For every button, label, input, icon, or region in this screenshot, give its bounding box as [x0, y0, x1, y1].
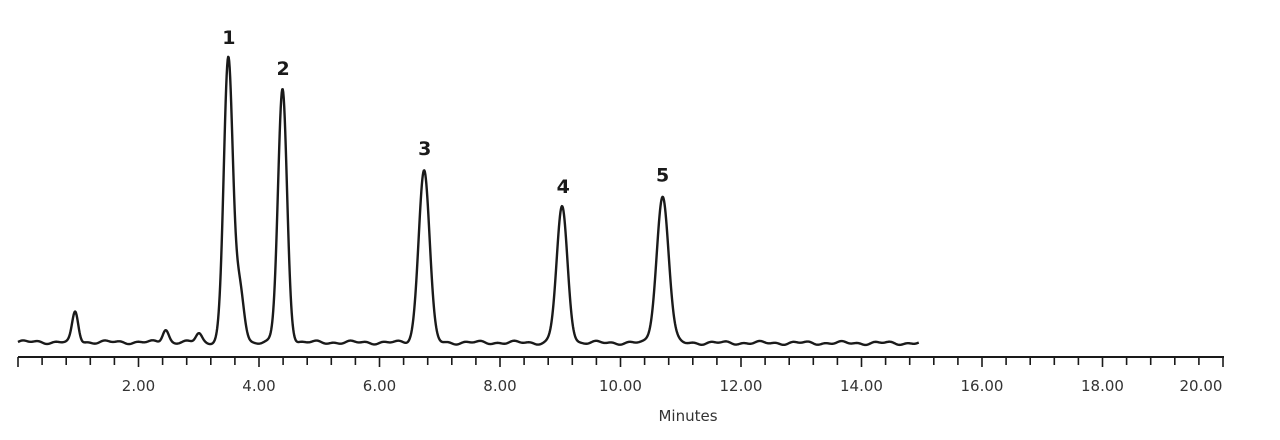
x-tick-label: 18.00: [1081, 377, 1124, 395]
peak-label: 1: [222, 27, 235, 49]
x-tick-label: 4.00: [242, 377, 275, 395]
x-tick-label: 2.00: [122, 377, 155, 395]
peak-label: 3: [418, 138, 431, 160]
x-tick-label: 10.00: [599, 377, 642, 395]
peak-label: 4: [557, 176, 570, 198]
x-axis-title: Minutes: [658, 407, 717, 425]
chromatogram-trace: [17, 55, 920, 347]
x-tick-label: 6.00: [363, 377, 396, 395]
peak-labels: 1 2 3 4 5: [222, 27, 669, 198]
x-axis-tick-labels: 2.00 4.00 6.00 8.00 10.00 12.00 14.00 16.00 18.0…: [122, 377, 1223, 395]
peak-label: 5: [656, 165, 669, 187]
x-tick-label: 12.00: [720, 377, 763, 395]
x-axis-ticks: [17, 357, 1224, 367]
x-tick-label: 16.00: [961, 377, 1004, 395]
peak-label: 2: [276, 58, 289, 80]
x-tick-label: 8.00: [483, 377, 516, 395]
x-tick-label: 20.00: [1180, 377, 1223, 395]
x-tick-label: 14.00: [840, 377, 883, 395]
